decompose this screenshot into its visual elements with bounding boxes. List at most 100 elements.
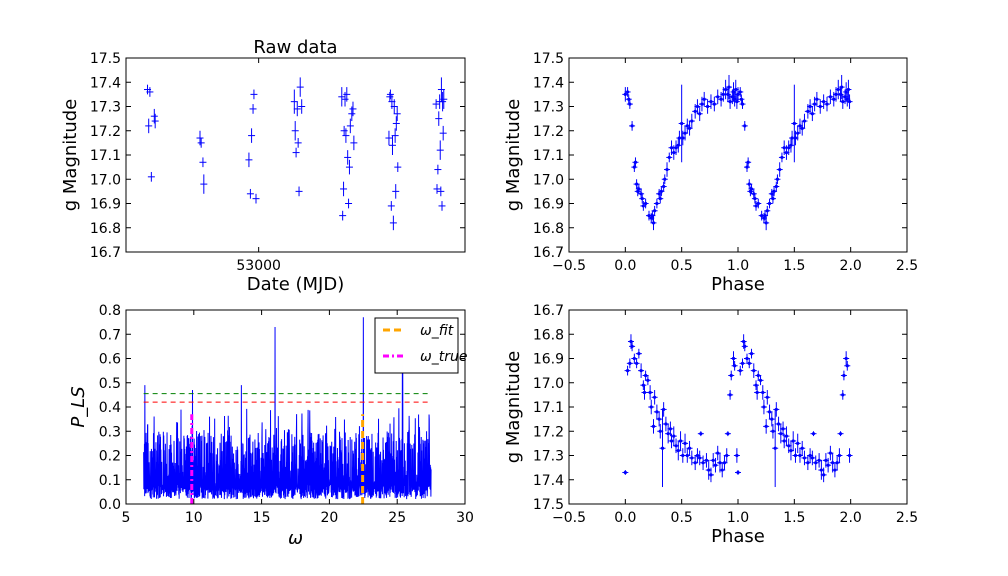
point-dot [641, 204, 645, 208]
point-dot [780, 155, 784, 160]
point-dot [683, 441, 687, 445]
point-dot [819, 468, 823, 472]
data-point [345, 159, 353, 175]
point-dot [659, 189, 663, 193]
data-point [666, 152, 673, 163]
point-dot [674, 444, 678, 448]
data-point [728, 370, 735, 381]
data-point [386, 89, 394, 100]
point-dot [800, 446, 804, 450]
data-point [249, 104, 257, 114]
data-point [624, 365, 631, 376]
point-dot [719, 97, 723, 101]
data-point [635, 348, 642, 359]
data-point [738, 94, 745, 105]
point-dot [672, 150, 676, 155]
point-dot [646, 378, 650, 382]
data-point [250, 89, 258, 100]
point-dot [623, 470, 627, 475]
data-point [844, 360, 851, 371]
data-point [697, 431, 704, 437]
x-axis-label: Phase [711, 526, 765, 547]
data-point [625, 94, 632, 105]
point-dot [721, 92, 725, 96]
data-point [292, 147, 300, 158]
data-point [639, 193, 646, 204]
point-dot [842, 373, 846, 378]
point-dot [784, 434, 789, 438]
data-point [737, 87, 744, 97]
y-tick-label: 0.2 [99, 449, 121, 465]
data-point [686, 440, 693, 456]
data-point [638, 363, 645, 378]
point-dot [726, 432, 730, 436]
data-point [439, 91, 447, 112]
point-dot [810, 456, 814, 460]
point-dot [728, 100, 732, 104]
data-point [694, 448, 701, 463]
data-point [339, 210, 347, 221]
point-dot [840, 85, 844, 89]
point-dot [845, 364, 849, 368]
point-dot [834, 92, 838, 96]
data-point [432, 99, 440, 109]
legend-entry: ω_fit [420, 323, 454, 339]
data-point [778, 152, 785, 163]
point-dot [649, 405, 653, 409]
y-tick-label: 17.2 [533, 424, 564, 440]
y-tick-label: 17.4 [90, 75, 121, 91]
data-point [629, 341, 636, 352]
point-dot [764, 221, 768, 225]
data-point [824, 96, 831, 112]
data-point [651, 390, 658, 405]
data-point [677, 431, 684, 451]
data-point [641, 385, 648, 400]
plot-frame [568, 57, 908, 253]
y-tick-label: 17.4 [533, 473, 564, 489]
data-point [739, 358, 746, 369]
data-point [390, 99, 398, 114]
data-point [763, 215, 770, 231]
data-point [794, 433, 801, 454]
data-point [810, 431, 817, 437]
data-point [246, 188, 254, 199]
data-point [343, 87, 351, 102]
point-dot [798, 453, 802, 458]
point-dot [640, 197, 644, 201]
data-point [730, 351, 737, 366]
point-dot [810, 112, 814, 116]
data-point [696, 450, 703, 466]
x-tick-label: 2.5 [896, 258, 918, 274]
point-dot [831, 461, 835, 465]
data-point [647, 385, 654, 400]
point-dot [701, 461, 705, 465]
data-point [661, 174, 668, 185]
data-point [626, 358, 633, 369]
point-dot [796, 131, 800, 135]
point-dot [746, 160, 750, 164]
data-point [660, 181, 667, 192]
data-point [746, 179, 753, 189]
data-point [753, 380, 760, 391]
data-point [707, 467, 714, 483]
point-dot [720, 468, 724, 472]
data-point [739, 99, 746, 109]
point-dot [709, 473, 713, 477]
point-dot [658, 429, 662, 433]
y-tick-label: 0.5 [99, 376, 121, 392]
data-point [656, 411, 663, 427]
data-point [791, 84, 798, 163]
data-point [835, 79, 842, 100]
data-point [700, 455, 707, 471]
data-point [829, 453, 836, 473]
point-dot [756, 373, 760, 378]
point-dot [841, 100, 845, 104]
phased-true-panel: −0.5 0.0 0.5 1.0 1.5 2.0 2.5 16.7 16.8 16.9 17.0 17… [503, 303, 918, 547]
point-dot [674, 146, 678, 150]
x-tick-label: −0.5 [552, 510, 586, 526]
point-dot [633, 160, 638, 164]
data-point [754, 385, 761, 400]
data-point [777, 423, 784, 444]
point-dot [695, 104, 700, 109]
point-dot [635, 361, 639, 365]
